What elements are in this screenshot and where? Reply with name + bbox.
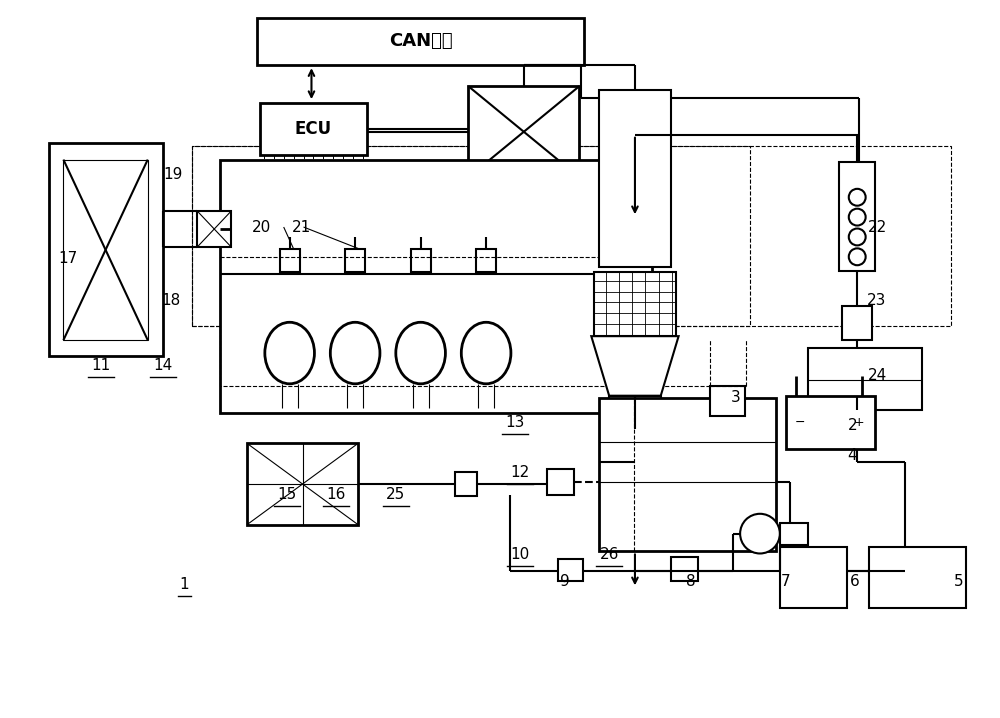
Circle shape xyxy=(849,248,866,265)
Text: 10: 10 xyxy=(510,547,529,562)
Text: 3: 3 xyxy=(731,390,741,405)
Bar xyxy=(220,159,652,413)
Text: 24: 24 xyxy=(867,368,887,383)
Text: 14: 14 xyxy=(153,358,172,373)
Text: 20: 20 xyxy=(252,220,271,235)
Text: −: − xyxy=(794,416,805,429)
Ellipse shape xyxy=(265,322,314,384)
Bar xyxy=(63,159,148,340)
Circle shape xyxy=(849,209,866,225)
Text: 16: 16 xyxy=(327,488,346,503)
Text: 12: 12 xyxy=(510,465,529,480)
Bar xyxy=(411,249,431,271)
Ellipse shape xyxy=(396,322,445,384)
Text: 5: 5 xyxy=(954,574,963,589)
Bar xyxy=(192,146,750,326)
Bar xyxy=(869,546,966,608)
Bar xyxy=(345,249,365,271)
Bar xyxy=(599,398,776,551)
Bar xyxy=(609,396,661,429)
Text: 11: 11 xyxy=(91,358,111,373)
Bar xyxy=(468,86,579,177)
Bar xyxy=(257,18,584,65)
Bar xyxy=(280,249,300,271)
Bar xyxy=(247,443,358,525)
Text: 7: 7 xyxy=(781,574,791,589)
Bar xyxy=(594,271,676,336)
Bar xyxy=(786,396,875,449)
Bar xyxy=(780,523,808,544)
Text: 15: 15 xyxy=(277,488,296,503)
Bar xyxy=(599,90,671,266)
Text: 2: 2 xyxy=(847,418,857,433)
Text: 18: 18 xyxy=(161,293,180,308)
Bar xyxy=(671,557,698,582)
Bar xyxy=(192,146,951,326)
Text: 6: 6 xyxy=(850,574,860,589)
Circle shape xyxy=(849,228,866,246)
Bar xyxy=(710,386,745,416)
Bar xyxy=(780,546,847,608)
Bar xyxy=(547,469,574,495)
Circle shape xyxy=(740,514,780,554)
Text: 13: 13 xyxy=(505,415,525,430)
Text: 19: 19 xyxy=(163,167,182,182)
Bar xyxy=(558,559,583,582)
Text: 17: 17 xyxy=(59,251,78,266)
Text: ECU: ECU xyxy=(295,120,332,138)
Bar xyxy=(839,162,875,271)
Bar xyxy=(808,348,922,409)
Text: 1: 1 xyxy=(180,577,189,592)
Text: 23: 23 xyxy=(867,293,887,308)
Text: 21: 21 xyxy=(292,220,311,235)
Text: 4: 4 xyxy=(847,448,857,462)
Bar xyxy=(842,307,872,340)
Circle shape xyxy=(849,189,866,205)
Ellipse shape xyxy=(330,322,380,384)
Text: 26: 26 xyxy=(599,547,619,562)
Text: 25: 25 xyxy=(386,488,405,503)
Bar xyxy=(49,143,163,356)
Text: 22: 22 xyxy=(867,220,887,235)
Text: +: + xyxy=(854,416,865,429)
Bar xyxy=(455,472,477,496)
Text: CAN总线: CAN总线 xyxy=(389,32,452,50)
Bar xyxy=(260,103,367,154)
Bar xyxy=(476,249,496,271)
Text: 9: 9 xyxy=(560,574,569,589)
Text: 8: 8 xyxy=(686,574,695,589)
Polygon shape xyxy=(591,336,679,396)
Ellipse shape xyxy=(461,322,511,384)
Bar xyxy=(197,211,231,247)
